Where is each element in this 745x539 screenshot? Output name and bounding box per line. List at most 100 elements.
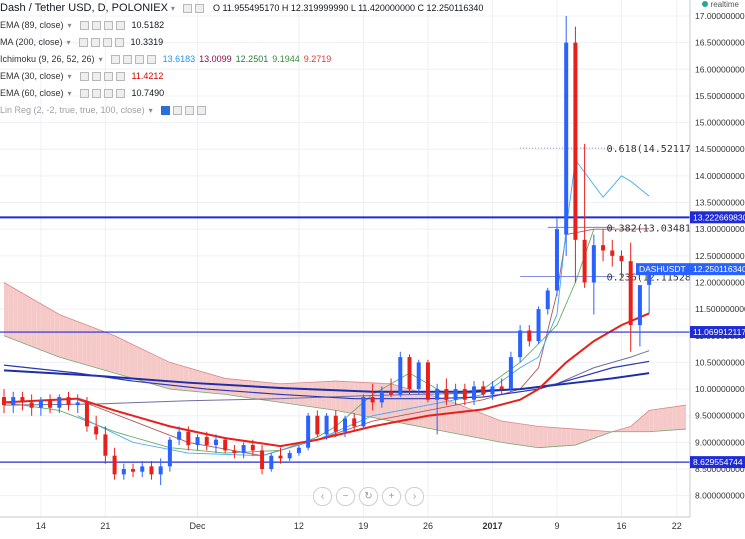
candle-body[interactable] — [131, 469, 136, 472]
settings-icon[interactable] — [79, 89, 89, 98]
candle-body[interactable] — [140, 466, 145, 472]
candle-body[interactable] — [204, 437, 209, 446]
candle-body[interactable] — [57, 397, 62, 408]
candle-body[interactable] — [379, 391, 384, 403]
candle-body[interactable] — [472, 386, 477, 400]
candle-body[interactable] — [112, 455, 117, 475]
candle-body[interactable] — [416, 362, 421, 390]
candle-body[interactable] — [103, 434, 108, 456]
candle-body[interactable] — [343, 418, 347, 432]
scroll-right-icon[interactable]: › — [405, 487, 424, 506]
scroll-left-icon[interactable]: ‹ — [313, 487, 332, 506]
candle-body[interactable] — [324, 415, 329, 435]
chevron-down-icon[interactable]: ▾ — [67, 21, 72, 30]
settings-icon[interactable] — [78, 38, 88, 47]
candle-body[interactable] — [508, 357, 513, 390]
candle-body[interactable] — [306, 415, 311, 448]
candle-body[interactable] — [628, 261, 633, 326]
candle-body[interactable] — [490, 386, 495, 395]
zoom-in-icon[interactable]: + — [382, 487, 401, 506]
candle-body[interactable] — [38, 399, 43, 408]
candle-body[interactable] — [213, 439, 218, 446]
candle-body[interactable] — [518, 330, 523, 358]
candle-body[interactable] — [315, 415, 320, 435]
candle-body[interactable] — [444, 389, 449, 400]
zoom-out-icon[interactable]: − — [336, 487, 355, 506]
candle-body[interactable] — [121, 469, 126, 475]
candle-body[interactable] — [564, 42, 569, 235]
candle-body[interactable] — [389, 391, 394, 395]
candle-body[interactable] — [269, 455, 274, 470]
candle-body[interactable] — [601, 245, 606, 251]
candle-body[interactable] — [361, 397, 366, 427]
close-icon[interactable] — [115, 72, 125, 81]
eye-icon[interactable] — [90, 38, 100, 47]
eye-icon[interactable] — [91, 21, 101, 30]
candle-body[interactable] — [195, 437, 200, 446]
candle-body[interactable] — [296, 447, 301, 454]
settings-icon[interactable] — [110, 55, 120, 64]
candle-body[interactable] — [582, 239, 587, 283]
close-icon[interactable] — [115, 21, 125, 30]
candle-body[interactable] — [232, 450, 237, 454]
time-axis[interactable]: 14 21 Dec 12 19 26 2017 9 16 22 — [0, 516, 745, 539]
candle-body[interactable] — [11, 397, 16, 406]
candle-body[interactable] — [453, 389, 458, 400]
close-icon[interactable] — [146, 55, 156, 64]
candle-body[interactable] — [536, 309, 541, 342]
candle-body[interactable] — [260, 450, 265, 470]
eye-icon[interactable] — [91, 72, 101, 81]
candle-body[interactable] — [29, 402, 34, 408]
chevron-down-icon[interactable]: ▾ — [98, 55, 103, 64]
candle-body[interactable] — [20, 397, 25, 403]
eye-icon[interactable] — [91, 89, 101, 98]
add-icon[interactable] — [134, 55, 144, 64]
candle-body[interactable] — [186, 431, 191, 446]
settings-icon[interactable] — [79, 21, 89, 30]
candle-body[interactable] — [94, 426, 99, 435]
candle-body[interactable] — [352, 418, 357, 427]
eye-icon[interactable] — [122, 55, 132, 64]
candle-body[interactable] — [591, 245, 596, 283]
chevron-down-icon[interactable]: ▾ — [170, 4, 175, 13]
settings-icon[interactable] — [160, 106, 170, 115]
candle-body[interactable] — [398, 357, 403, 395]
candle-body[interactable] — [177, 431, 182, 440]
candle-body[interactable] — [223, 439, 228, 451]
candle-body[interactable] — [48, 399, 53, 408]
candle-body[interactable] — [278, 455, 283, 459]
candle-body[interactable] — [499, 386, 504, 390]
candle-body[interactable] — [2, 397, 6, 406]
candle-body[interactable] — [573, 42, 578, 240]
candle-body[interactable] — [527, 330, 532, 342]
chevron-down-icon[interactable]: ▾ — [66, 38, 71, 47]
eye-icon[interactable] — [194, 4, 204, 13]
candle-body[interactable] — [333, 415, 338, 432]
candle-body[interactable] — [647, 269, 652, 285]
close-icon[interactable] — [114, 38, 124, 47]
add-icon[interactable] — [102, 38, 112, 47]
reset-icon[interactable]: ↻ — [359, 487, 378, 506]
chevron-down-icon[interactable]: ▾ — [67, 89, 72, 98]
eye-icon[interactable] — [172, 106, 182, 115]
close-icon[interactable] — [196, 106, 206, 115]
candles[interactable] — [2, 15, 652, 486]
candle-body[interactable] — [167, 439, 172, 467]
candle-body[interactable] — [435, 389, 440, 400]
close-icon[interactable] — [115, 89, 125, 98]
indicator-name[interactable]: EMA (60, close) — [0, 88, 64, 98]
candle-body[interactable] — [407, 357, 412, 390]
add-icon[interactable] — [103, 89, 113, 98]
candle-body[interactable] — [250, 445, 255, 451]
candle-body[interactable] — [149, 466, 154, 475]
candle-body[interactable] — [637, 285, 642, 326]
candle-body[interactable] — [425, 362, 430, 400]
candle-body[interactable] — [610, 250, 615, 256]
indicator-name[interactable]: EMA (89, close) — [0, 20, 64, 30]
settings-icon[interactable] — [79, 72, 89, 81]
candle-body[interactable] — [545, 290, 550, 310]
chevron-down-icon[interactable]: ▾ — [148, 106, 153, 115]
price-axis[interactable]: 8.000000000 8.500000000 9.000000000 9.50000… — [636, 0, 745, 539]
candle-body[interactable] — [66, 397, 71, 406]
